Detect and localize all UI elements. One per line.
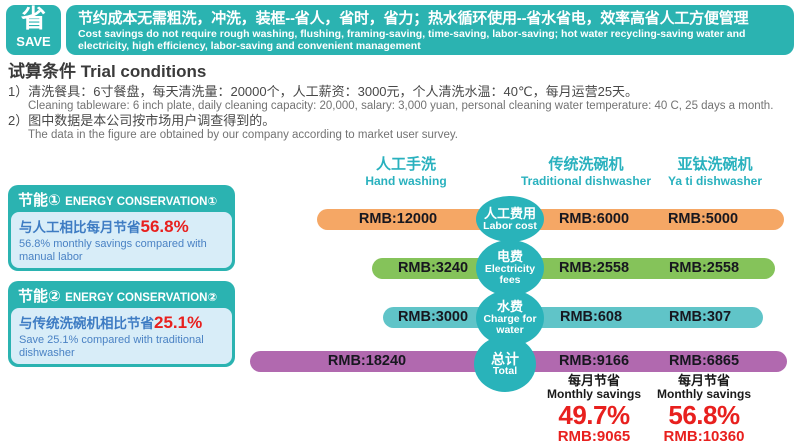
trial-conditions-title: 试算条件 Trial conditions: [8, 62, 207, 81]
bar-value-label: RMB:608: [559, 309, 623, 325]
row-badge-en: Labor cost: [483, 219, 537, 232]
bar-value-label: RMB:5000: [667, 211, 739, 227]
bar-value-label: RMB:6000: [558, 211, 630, 227]
panel-1-statement-en: 56.8% monthly savings compared with manu…: [19, 238, 207, 263]
bar-value-label: RMB:2558: [558, 260, 630, 276]
bar-electricity-fees: [372, 258, 775, 279]
trial-item-2-cn: 2）图中数据是本公司按市场用户调查得到的。: [8, 113, 276, 128]
row-badge-cn: 人工费用: [483, 205, 536, 221]
row-badge-en: Total: [492, 364, 518, 377]
banner-title-cn: 节约成本无需粗洗，冲洗，装框--省人，省时，省力；热水循环使用--省水省电，效率…: [78, 10, 749, 27]
panel-1-title-cn: 节能①: [18, 192, 61, 209]
column-header-traditional-dishwasher: 传统洗碗机 Traditional dishwasher: [521, 156, 651, 188]
panel-2-body: 与传统洗碗机相比节省25.1% Save 25.1% compared with…: [11, 308, 232, 364]
energy-conservation-panel-1: 节能① ENERGY CONSERVATION① 与人工相比每月节省56.8% …: [8, 185, 235, 271]
trial-conditions-section: 试算条件 Trial conditions 1）清洗餐具：6寸餐盘，每天清洗量：…: [8, 61, 796, 142]
monthly-savings-yati: 每月节省 Monthly savings 56.8% RMB:10360: [657, 374, 751, 441]
bar-value-label: RMB:6865: [668, 353, 740, 369]
savings-label-cn: 每月节省: [677, 373, 731, 388]
panel-1-statement-cn: 与人工相比每月节省: [19, 220, 141, 235]
savings-label-en: Monthly savings: [546, 387, 642, 401]
bar-labor-cost: [317, 209, 784, 230]
savings-label-en: Monthly savings: [656, 387, 752, 401]
bar-value-label: RMB:3240: [397, 260, 469, 276]
column-header-en: Hand washing: [365, 174, 447, 188]
panel-2-title-en: ENERGY CONSERVATION②: [65, 292, 218, 304]
column-header-cn: 传统洗碗机: [548, 156, 624, 173]
panel-1-title-en: ENERGY CONSERVATION①: [65, 196, 218, 208]
savings-percent: 49.7%: [558, 400, 630, 430]
bar-value-label: RMB:9166: [558, 353, 630, 369]
row-badge-en: Electricity fees: [484, 263, 536, 286]
banner-title-en: Cost savings do not require rough washin…: [78, 28, 746, 52]
bar-value-label: RMB:12000: [358, 211, 438, 227]
bar-value-label: RMB:3000: [397, 309, 469, 325]
row-badge-total: 总计 Total: [474, 336, 536, 392]
row-badge-cn: 总计: [491, 350, 519, 367]
save-badge: 省 SAVE: [6, 5, 61, 55]
savings-label-cn: 每月节省: [567, 373, 621, 388]
panel-1-body: 与人工相比每月节省56.8% 56.8% monthly savings com…: [11, 212, 232, 268]
monthly-savings-traditional: 每月节省 Monthly savings 49.7% RMB:9065: [547, 374, 641, 441]
panel-2-header: 节能② ENERGY CONSERVATION②: [11, 284, 232, 308]
column-header-cn: 人工手洗: [375, 156, 436, 173]
row-badge-cn: 电费: [496, 249, 523, 264]
row-badge-cn: 水费: [496, 299, 523, 314]
column-header-yati-dishwasher: 亚钛洗碗机 Ya ti dishwasher: [668, 156, 762, 188]
savings-percent: 56.8%: [668, 400, 740, 430]
column-header-en: Traditional dishwasher: [520, 174, 652, 188]
trial-item-1-en: Cleaning tableware: 6 inch plate, daily …: [28, 100, 774, 112]
bar-value-label: RMB:2558: [668, 260, 740, 276]
trial-item-1-cn: 1）清洗餐具：6寸餐盘，每天清洗量：20000个，人工薪资：3000元，个人清洗…: [8, 84, 639, 99]
savings-amount: RMB:9065: [557, 428, 631, 441]
panel-2-statement-cn: 与传统洗碗机相比节省: [19, 316, 154, 331]
panel-2-statement-en: Save 25.1% compared with traditional dis…: [19, 334, 204, 359]
energy-conservation-panel-2: 节能② ENERGY CONSERVATION② 与传统洗碗机相比节省25.1%…: [8, 281, 235, 367]
row-badge-en: Charge for water: [483, 313, 537, 336]
panel-1-header: 节能① ENERGY CONSERVATION①: [11, 188, 232, 212]
column-header-hand-washing: 人工手洗 Hand washing: [365, 156, 446, 188]
trial-item-2-en: The data in the figure are obtained by o…: [28, 129, 458, 141]
column-header-en: Ya ti dishwasher: [667, 174, 763, 188]
save-badge-en: SAVE: [16, 34, 51, 49]
bar-value-label: RMB:18240: [327, 353, 407, 369]
savings-amount: RMB:10360: [663, 428, 745, 441]
bar-value-label: RMB:307: [668, 309, 732, 325]
save-badge-cn: 省: [20, 5, 46, 33]
column-header-cn: 亚钛洗碗机: [677, 156, 753, 173]
panel-2-title-cn: 节能②: [18, 288, 61, 305]
panel-1-highlight-percent: 56.8%: [140, 217, 189, 236]
row-badge-electricity-fees: 电费 Electricity fees: [476, 240, 544, 296]
header-banner: 节约成本无需粗洗，冲洗，装框--省人，省时，省力；热水循环使用--省水省电，效率…: [66, 5, 794, 55]
row-badge-labor-cost: 人工费用 Labor cost: [476, 196, 544, 242]
panel-2-highlight-percent: 25.1%: [154, 313, 203, 332]
